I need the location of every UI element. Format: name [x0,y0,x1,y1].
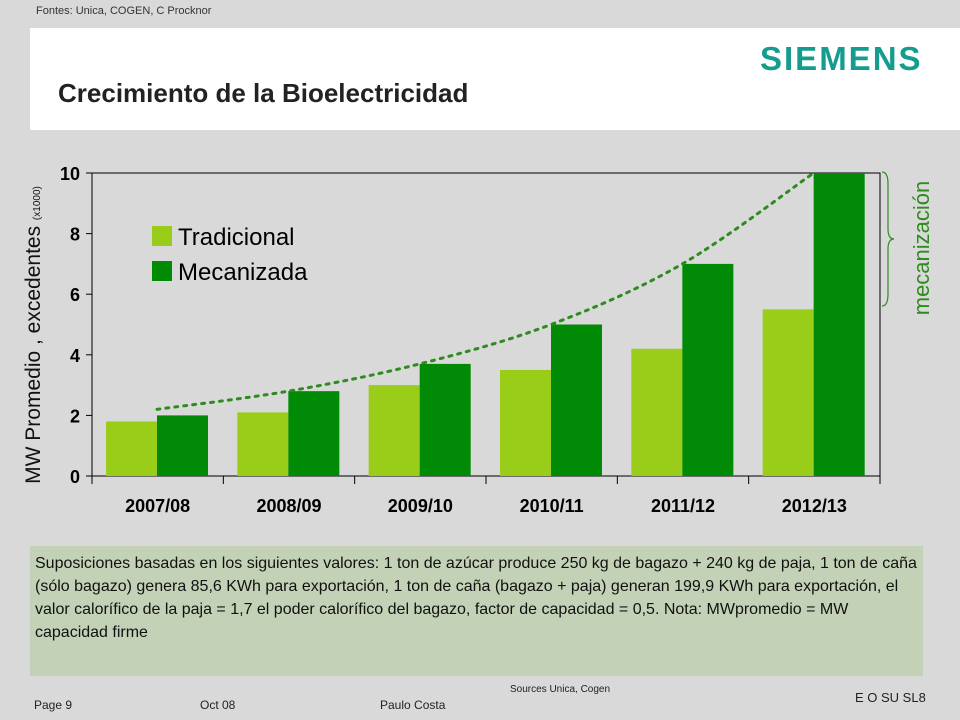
x-tick-label: 2011/12 [651,496,715,516]
y-tick-label: 4 [70,346,80,366]
bar-tradicional [631,348,683,476]
y-tick-label: 8 [70,225,80,245]
page-number: Page 9 [34,698,73,712]
bar-tradicional [237,412,289,476]
legend-swatch-tradicional [152,226,172,246]
bar-tradicional [500,369,551,476]
bar-mecanizada [419,363,471,476]
plot-frame [91,172,881,477]
assumptions-note: Suposiciones basadas en los siguientes v… [30,546,923,676]
sources-top-text: Fontes: Unica, COGEN, C Procknor [36,5,212,17]
legend-label-mecanizada: Mecanizada [178,259,308,286]
page-title: Crecimiento de la Bioelectricidad [58,78,469,108]
x-tick-label: 2010/11 [520,496,584,516]
footer-code: E O SU SL8 [855,690,926,705]
bar-mecanizada [288,391,340,476]
y-tick-label: 10 [60,164,80,184]
bar-mecanizada [157,415,208,476]
x-tick-label: 2008/09 [256,496,321,516]
y-tick-label: 6 [70,285,80,305]
bar-mecanizada [682,263,734,476]
bar-tradicional [106,421,157,476]
bar-tradicional [368,385,420,476]
y-tick-label: 2 [70,406,80,426]
footer-author: Paulo Costa [380,698,446,712]
bar-mecanizada [813,173,865,476]
y-tick-label: 0 [70,467,80,487]
legend-swatch-mecanizada [152,261,172,281]
siemens-logo: SIEMENS [760,40,923,77]
header-band [30,28,960,130]
x-tick-label: 2012/13 [782,496,847,516]
x-tick-label: 2007/08 [125,496,190,516]
annotation-container: mecanización [902,160,942,335]
trend-line [155,171,816,411]
mecanizacion-annotation: mecanización [909,180,934,315]
footer-sources: Sources Unica, Cogen [510,684,611,695]
bar-mecanizada [551,324,602,476]
footer-date: Oct 08 [200,698,236,712]
bar-tradicional [762,309,814,476]
annotation-brace [881,171,895,307]
x-tick-label: 2009/10 [388,496,453,516]
legend-label-tradicional: Tradicional [178,224,295,251]
